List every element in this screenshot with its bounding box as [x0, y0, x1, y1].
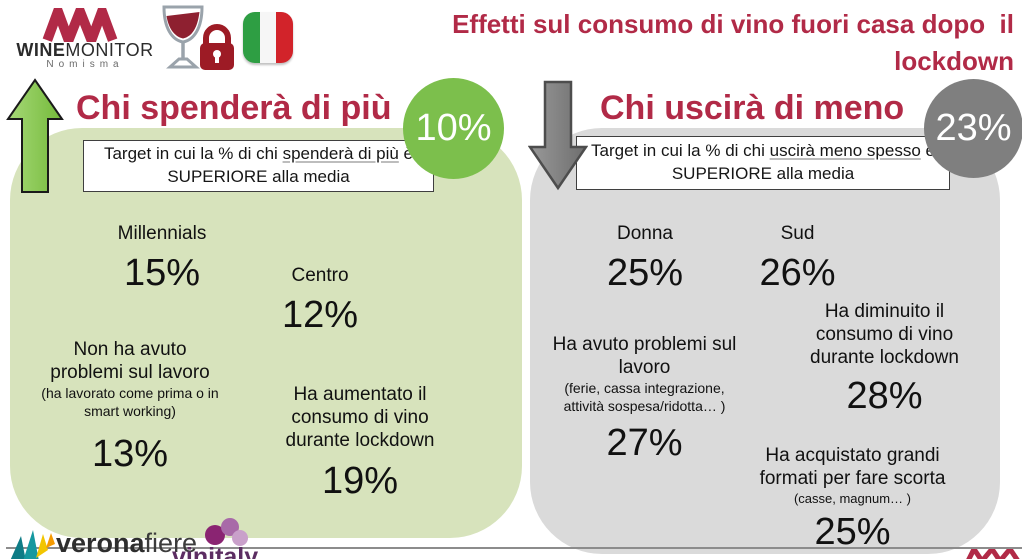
stat-work-problems: Ha avuto problemi sul lavoro (ferie, cas… — [552, 333, 737, 465]
stat-value: 28% — [846, 374, 923, 417]
stat-sud: Sud 26% — [740, 222, 855, 295]
stat-note: (ha lavorato come prima o in smart worki… — [41, 385, 219, 419]
stat-increased-consumption: Ha aumentato il consumo di vino durante … — [275, 383, 445, 502]
stat-big-formats: Ha acquistato grandi formati per fare sc… — [750, 444, 955, 553]
stat-donna: Donna 25% — [585, 222, 705, 295]
stat-label: Non ha avuto problemi sul lavoro — [50, 339, 210, 384]
stat-no-work-problems: Non ha avuto problemi sul lavoro (ha lav… — [40, 338, 220, 476]
stat-value: 19% — [321, 459, 399, 502]
stat-value: 12% — [281, 294, 359, 337]
stat-label: Ha diminuito il consumo di vino durante … — [810, 301, 959, 369]
stat-value: 15% — [123, 252, 201, 295]
stat-note: (ferie, cassa integrazione, attività sos… — [563, 380, 726, 414]
veronafiere-icon — [10, 530, 55, 559]
italy-flag-icon — [243, 12, 293, 63]
vinitaly-icon — [205, 518, 248, 546]
stat-value: 25% — [606, 252, 684, 295]
winemonitor-logo-text: WINEMONITOR — [10, 40, 160, 61]
right-average-badge: 23% — [924, 79, 1022, 178]
stat-value: 25% — [814, 510, 891, 553]
right-heading: Chi uscirà di meno — [600, 89, 905, 127]
stat-millennials: Millennials 15% — [87, 222, 237, 295]
stat-decreased-consumption: Ha diminuito il consumo di vino durante … — [797, 300, 972, 417]
stat-label: Donna — [617, 223, 673, 244]
stat-label: Ha avuto problemi sul lavoro — [552, 334, 737, 379]
down-arrow-icon — [528, 80, 588, 191]
stat-value: 27% — [606, 422, 683, 465]
logo-monitor-text: MONITOR — [65, 40, 154, 60]
stat-value: 13% — [91, 433, 169, 476]
winemonitor-logo-icon — [42, 8, 118, 42]
vinitaly-logo-text: vinitaly — [172, 543, 259, 559]
left-heading: Chi spenderà di più — [76, 89, 392, 127]
stat-centro: Centro 12% — [250, 264, 390, 337]
stat-label: Sud — [780, 223, 815, 244]
page-title: Effetti sul consumo di vino fuori casa d… — [452, 9, 1014, 76]
veronafiere-logo-text: veronafiere — [56, 528, 198, 558]
stat-label: Centro — [291, 265, 349, 286]
cutoff-logo-icon — [966, 549, 1020, 559]
right-target-box: Target in cui la % di chi uscirà meno sp… — [576, 136, 950, 190]
logo-subtitle: Nomisma — [46, 59, 124, 70]
left-target-box: Target in cui la % di chi spenderà di pi… — [83, 140, 434, 192]
bottom-divider-line — [6, 547, 1022, 549]
stat-label: Ha aumentato il consumo di vino durante … — [285, 384, 435, 452]
stat-label: Ha acquistato grandi formati per fare sc… — [759, 445, 946, 490]
wine-glass-lock-icon — [162, 5, 234, 70]
stat-note: (casse, magnum… ) — [793, 491, 912, 507]
lock-icon — [200, 24, 234, 70]
left-panel — [10, 128, 522, 538]
right-panel — [530, 128, 1000, 554]
left-average-badge: 10% — [403, 78, 504, 179]
stat-label: Millennials — [117, 223, 207, 244]
stat-value: 26% — [759, 252, 836, 295]
logo-wine-text: WINE — [16, 40, 66, 60]
up-arrow-icon — [6, 78, 64, 193]
